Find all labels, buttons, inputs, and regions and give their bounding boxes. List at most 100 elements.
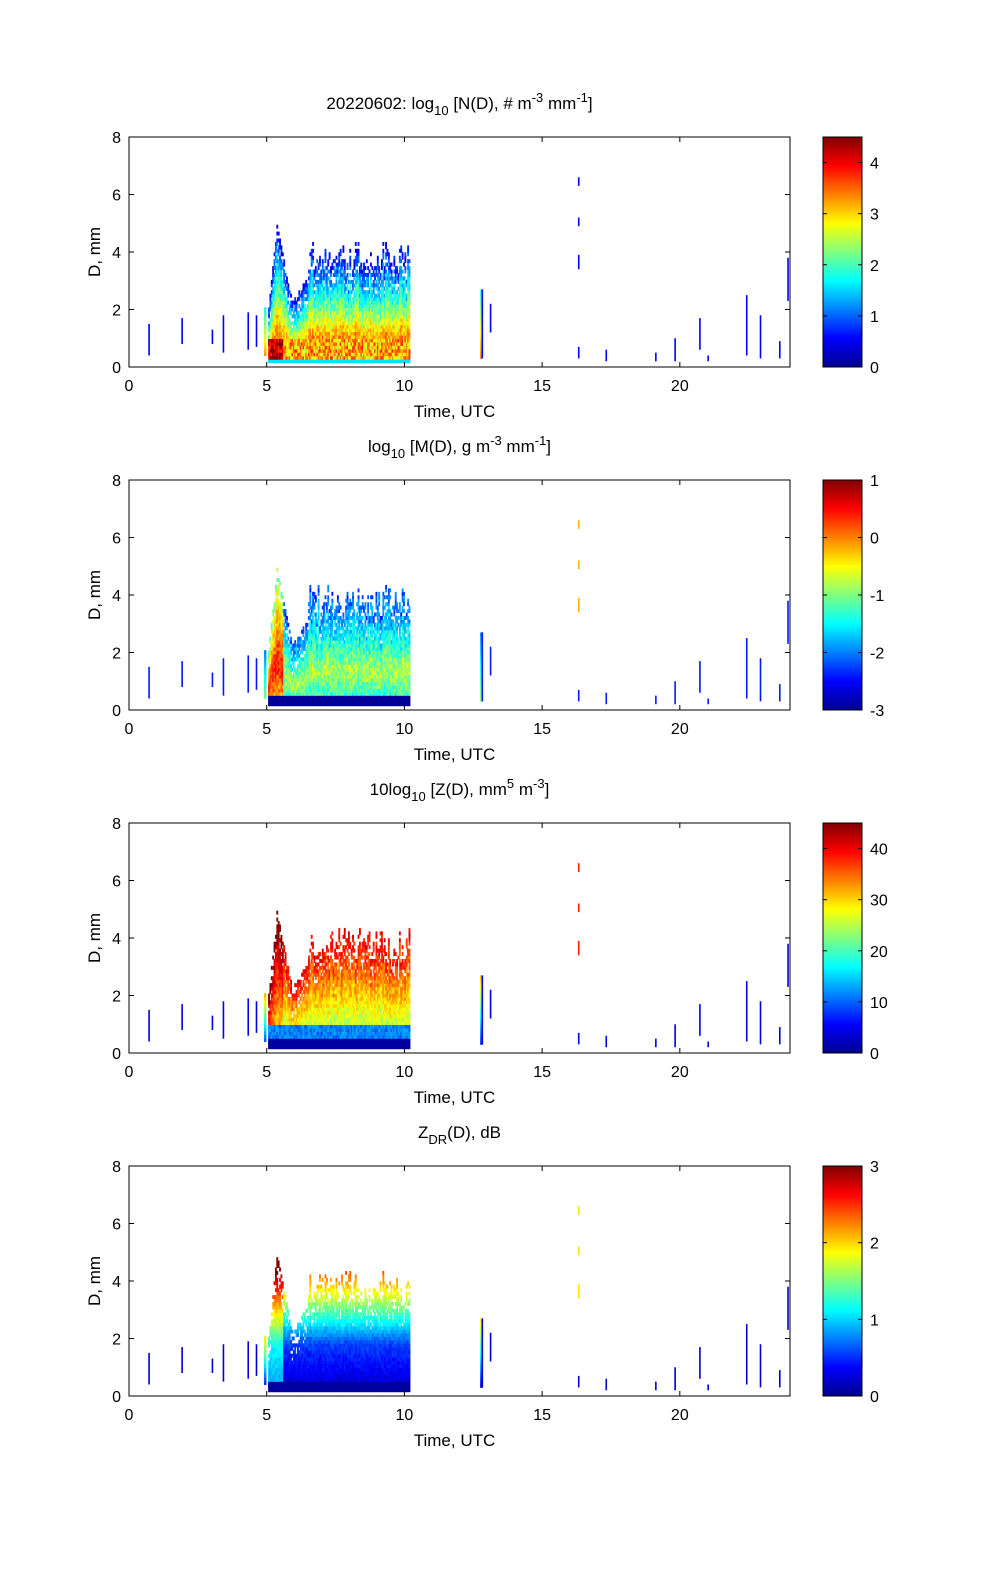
heatmap-cell	[294, 352, 297, 357]
heatmap-cell	[288, 352, 291, 357]
heatmap-cell	[327, 321, 330, 326]
heatmap-cell	[350, 324, 353, 329]
heatmap-cell	[379, 681, 382, 686]
heatmap-cell	[335, 352, 338, 357]
heatmap-cell	[323, 609, 326, 614]
heatmap-cell	[281, 609, 284, 614]
heatmap-cell	[345, 605, 348, 610]
heatmap-cell	[299, 691, 302, 696]
heatmap-cell	[281, 660, 284, 665]
heatmap-cell	[386, 293, 389, 298]
heatmap-cell	[374, 678, 376, 683]
heatmap-cell	[323, 629, 326, 634]
heatmap-cell	[279, 276, 281, 281]
heatmap-cell	[353, 259, 356, 264]
heatmap-cell	[390, 283, 393, 288]
heatmap-cell	[269, 345, 272, 350]
heatmap-cell	[346, 328, 349, 333]
heatmap-cell	[327, 684, 330, 689]
heatmap-cell	[301, 328, 304, 333]
heatmap-cell	[268, 660, 270, 665]
heatmap-cell	[308, 324, 310, 329]
heatmap-cell	[317, 636, 320, 641]
heatmap-cell	[371, 633, 374, 638]
heatmap-cell	[354, 691, 357, 696]
heatmap-cell	[382, 348, 385, 353]
heatmap-cell	[285, 304, 288, 308]
heatmap-cell	[363, 698, 365, 703]
heatmap-cell	[378, 695, 381, 700]
heatmap-cell	[360, 341, 363, 346]
heatmap-cell	[330, 352, 332, 357]
heatmap-cell	[400, 345, 403, 350]
heatmap-cell	[277, 609, 280, 614]
heatmap-cell	[274, 602, 277, 607]
heatmap-cell	[338, 667, 341, 672]
heatmap-cell	[369, 359, 372, 364]
heatmap-cell	[371, 304, 374, 308]
heatmap-cell	[356, 317, 359, 322]
heatmap-cell	[298, 667, 301, 672]
heatmap-cell	[294, 338, 297, 343]
heatmap-cell	[335, 615, 338, 620]
heatmap-cell	[335, 338, 338, 343]
heatmap-cell	[378, 681, 381, 686]
heatmap-cell	[353, 348, 356, 353]
heatmap-cell	[390, 355, 393, 360]
heatmap-cell	[379, 335, 382, 340]
heatmap-cell	[392, 317, 394, 322]
heatmap-cell	[285, 643, 288, 648]
heatmap-cell	[389, 355, 392, 360]
heatmap-cell	[335, 674, 338, 679]
heatmap-cell	[363, 314, 365, 319]
heatmap-cell	[283, 297, 286, 302]
heatmap-cell	[316, 321, 319, 326]
heatmap-cell	[371, 688, 374, 693]
heatmap-cell	[292, 314, 295, 319]
heatmap-cell	[306, 341, 309, 346]
heatmap-cell	[369, 667, 372, 672]
heatmap-cell	[372, 290, 375, 295]
heatmap-cell	[335, 612, 338, 617]
heatmap-cell	[346, 629, 349, 634]
heatmap-cell	[330, 341, 332, 346]
heatmap-cell	[283, 609, 286, 614]
heatmap-cell	[339, 348, 342, 353]
heatmap-cell	[273, 684, 276, 689]
heatmap-cell	[281, 262, 284, 267]
heatmap-cell	[330, 653, 332, 658]
heatmap-cell	[354, 657, 357, 662]
heatmap-cell	[302, 304, 305, 308]
heatmap-cell	[284, 352, 287, 357]
heatmap-cell	[309, 304, 312, 308]
heatmap-cell	[403, 262, 405, 267]
heatmap-cell	[376, 304, 379, 308]
heatmap-cell	[356, 640, 359, 645]
heatmap-cell	[291, 647, 294, 651]
heatmap-cell	[339, 266, 342, 271]
heatmap-cell	[269, 698, 272, 703]
heatmap-cell	[338, 338, 341, 343]
heatmap-cell	[280, 310, 283, 315]
heatmap-cell	[283, 678, 286, 683]
heatmap-cell	[346, 667, 349, 672]
heatmap-cell	[345, 293, 348, 298]
heatmap-cell	[280, 272, 283, 277]
heatmap-cell	[347, 317, 350, 322]
heatmap-cell	[357, 664, 360, 669]
heatmap-cell	[277, 678, 280, 683]
heatmap-cell	[369, 348, 372, 353]
heatmap-cell	[305, 355, 308, 360]
heatmap-cell	[397, 335, 400, 340]
heatmap-cell	[331, 331, 334, 336]
heatmap-cell	[310, 252, 313, 257]
heatmap-cell	[379, 304, 382, 308]
heatmap-cell	[360, 310, 363, 315]
heatmap-cell	[324, 702, 327, 707]
heatmap-cell	[381, 310, 383, 315]
heatmap-cell	[323, 653, 326, 658]
heatmap-cell	[358, 324, 361, 329]
sparse-drop	[222, 315, 225, 353]
heatmap-cell	[273, 657, 276, 662]
heatmap-cell	[401, 252, 404, 257]
